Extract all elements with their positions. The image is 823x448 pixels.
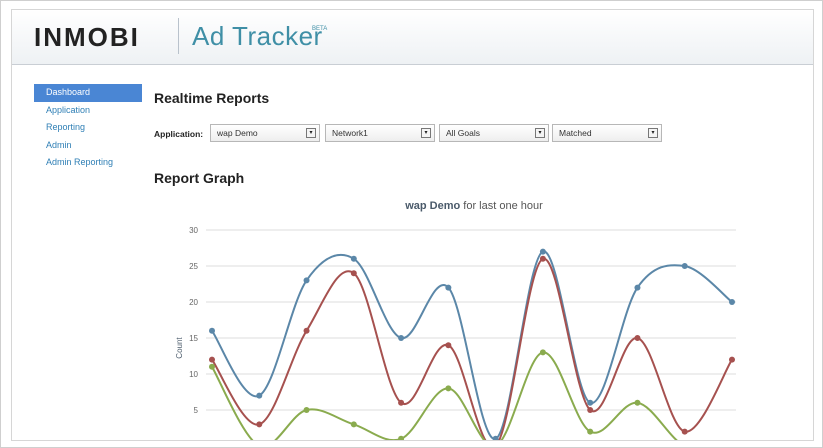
product-title: Ad Tracker	[192, 21, 323, 51]
data-point[interactable]	[587, 407, 594, 413]
chevron-down-icon: ▾	[648, 128, 658, 138]
status-select[interactable]: Matched ▾	[552, 124, 662, 142]
data-point[interactable]	[539, 248, 546, 255]
data-point[interactable]	[350, 421, 357, 428]
data-point[interactable]	[445, 385, 452, 392]
status-select-value: Matched	[559, 128, 592, 138]
header-divider	[178, 18, 179, 54]
data-point[interactable]	[681, 428, 688, 435]
application-select-value: wap Demo	[217, 128, 258, 138]
data-point[interactable]	[303, 327, 310, 334]
y-tick-label: 10	[189, 370, 198, 379]
data-point[interactable]	[539, 349, 546, 356]
y-tick-label: 20	[189, 298, 198, 307]
data-point[interactable]	[209, 327, 215, 334]
chart-title-app: wap Demo	[405, 200, 461, 212]
app-window: INMOBI Ad Tracker BETA Dashboard Applica…	[11, 9, 814, 441]
application-select[interactable]: wap Demo ▾	[210, 124, 320, 142]
y-tick-label: 5	[194, 406, 199, 415]
data-point[interactable]	[398, 435, 405, 441]
data-point[interactable]	[729, 299, 735, 305]
data-point[interactable]	[445, 342, 452, 349]
data-point[interactable]	[256, 392, 263, 399]
goal-select-value: All Goals	[446, 128, 481, 138]
line-chart-svg: 5 10 15 20 25 30 Count	[175, 226, 736, 441]
chevron-down-icon: ▾	[535, 128, 545, 138]
application-label: Application:	[154, 129, 204, 139]
data-point[interactable]	[350, 270, 357, 277]
sidebar-item-reporting[interactable]: Reporting	[46, 122, 86, 132]
network-select-value: Network1	[332, 128, 368, 138]
data-point[interactable]	[634, 335, 641, 341]
data-point[interactable]	[681, 263, 688, 269]
data-point[interactable]	[634, 284, 641, 291]
data-point[interactable]	[634, 399, 641, 406]
chart-title-period: for last one hour	[463, 200, 543, 212]
y-tick-label: 30	[189, 226, 198, 235]
y-axis-label: Count	[175, 337, 184, 359]
report-graph-heading: Report Graph	[154, 170, 245, 186]
chart-title: wap Demo for last one hour	[154, 200, 794, 212]
chevron-down-icon: ▾	[306, 128, 316, 138]
data-point[interactable]	[539, 255, 546, 262]
data-point[interactable]	[729, 356, 735, 363]
data-point[interactable]	[256, 421, 263, 428]
data-point[interactable]	[445, 284, 452, 291]
data-point[interactable]	[303, 277, 310, 284]
data-point[interactable]	[209, 356, 215, 363]
y-tick-label: 15	[189, 334, 198, 343]
realtime-reports-heading: Realtime Reports	[154, 90, 270, 106]
data-point[interactable]	[398, 335, 405, 341]
y-tick-label: 25	[189, 262, 198, 271]
app-header: INMOBI Ad Tracker BETA	[12, 10, 813, 65]
goal-select[interactable]: All Goals ▾	[439, 124, 549, 142]
chevron-down-icon: ▾	[421, 128, 431, 138]
series-line-1	[211, 250, 733, 440]
report-chart: wap Demo for last one hour 5 10 15 20 25 30 C…	[154, 194, 794, 441]
inmobi-logo[interactable]: INMOBI	[34, 22, 140, 52]
sidebar-item-application[interactable]: Application	[46, 104, 91, 115]
data-point[interactable]	[492, 435, 499, 441]
data-point[interactable]	[587, 399, 594, 406]
data-point[interactable]	[587, 428, 594, 435]
data-point[interactable]	[398, 399, 405, 406]
sidebar-item-admin[interactable]: Admin	[46, 139, 72, 150]
network-select[interactable]: Network1 ▾	[325, 124, 435, 142]
beta-badge: BETA	[312, 26, 328, 32]
sidebar-nav: Dashboard Application Reporting Admin Ad…	[34, 84, 142, 172]
sidebar-item-dashboard[interactable]: Dashboard	[34, 84, 142, 102]
data-point[interactable]	[350, 255, 357, 262]
data-point[interactable]	[209, 363, 215, 370]
data-point[interactable]	[303, 407, 310, 413]
sidebar-item-admin-reporting[interactable]: Admin Reporting	[46, 157, 114, 167]
